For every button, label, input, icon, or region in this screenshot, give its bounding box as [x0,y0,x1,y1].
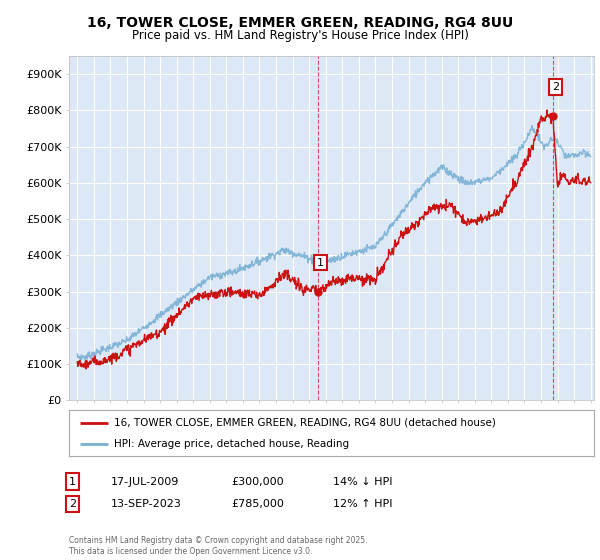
Text: 14% ↓ HPI: 14% ↓ HPI [333,477,392,487]
Text: 13-SEP-2023: 13-SEP-2023 [111,499,182,509]
Text: 16, TOWER CLOSE, EMMER GREEN, READING, RG4 8UU: 16, TOWER CLOSE, EMMER GREEN, READING, R… [87,16,513,30]
Text: 2: 2 [69,499,76,509]
Text: 12% ↑ HPI: 12% ↑ HPI [333,499,392,509]
Text: Contains HM Land Registry data © Crown copyright and database right 2025.
This d: Contains HM Land Registry data © Crown c… [69,536,367,556]
Text: 2: 2 [551,82,559,92]
Text: 16, TOWER CLOSE, EMMER GREEN, READING, RG4 8UU (detached house): 16, TOWER CLOSE, EMMER GREEN, READING, R… [113,418,496,428]
Text: £785,000: £785,000 [231,499,284,509]
Text: 1: 1 [69,477,76,487]
Text: Price paid vs. HM Land Registry's House Price Index (HPI): Price paid vs. HM Land Registry's House … [131,29,469,42]
Text: £300,000: £300,000 [231,477,284,487]
Text: HPI: Average price, detached house, Reading: HPI: Average price, detached house, Read… [113,439,349,449]
Text: 1: 1 [317,258,324,268]
Text: 17-JUL-2009: 17-JUL-2009 [111,477,179,487]
